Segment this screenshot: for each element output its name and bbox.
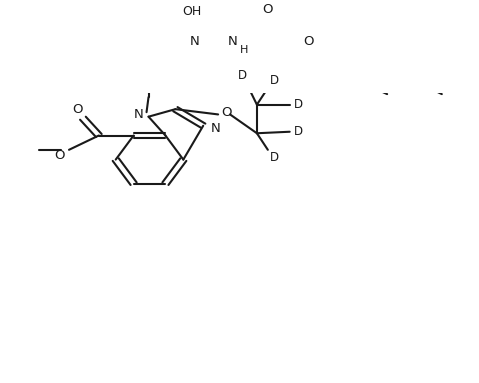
Text: O: O: [54, 149, 64, 162]
Text: D: D: [270, 74, 279, 87]
Text: D: D: [238, 69, 247, 82]
Text: N: N: [228, 35, 238, 48]
Text: H: H: [240, 46, 248, 56]
Text: N: N: [189, 35, 199, 48]
Text: O: O: [221, 106, 231, 119]
Text: D: D: [294, 98, 303, 111]
Text: O: O: [303, 35, 314, 48]
Text: OH: OH: [182, 5, 202, 18]
Text: D: D: [294, 125, 303, 138]
Text: N: N: [210, 122, 220, 135]
Text: N: N: [134, 108, 144, 121]
Text: O: O: [73, 103, 83, 116]
Text: O: O: [262, 3, 273, 16]
Text: D: D: [270, 151, 279, 164]
